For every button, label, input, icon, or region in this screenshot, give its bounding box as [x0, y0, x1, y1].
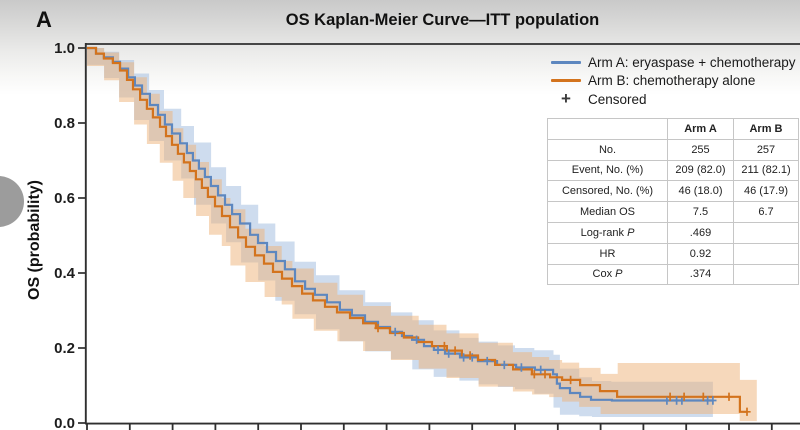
stats-row-label: Cox P: [547, 263, 668, 286]
legend-label-arm-b: Arm B: chemotherapy alone: [588, 73, 756, 89]
stats-value: 46 (17.9): [733, 180, 799, 203]
stats-row-label: Event, No. (%): [547, 159, 668, 182]
km-curve-arm-b: [87, 46, 747, 413]
legend-label-arm-a: Arm A: eryaspase + chemotherapy: [588, 54, 796, 70]
legend-item-censored: + Censored: [551, 90, 795, 109]
censor-marks-arm-a: [391, 327, 717, 405]
y-axis-ticks: [78, 47, 85, 424]
stats-row: Cox P .374: [547, 263, 799, 286]
y-axis-title: OS (probability): [26, 180, 43, 300]
stats-value: 46 (18.0): [667, 180, 734, 203]
stats-header-cell: Arm A: [667, 118, 734, 140]
y-tick-label: 0.4: [54, 265, 76, 282]
stats-value: 6.7: [733, 201, 799, 223]
stats-row: Event, No. (%) 209 (82.0) 211 (82.1): [547, 159, 799, 182]
plot-area: [87, 46, 757, 422]
stats-value: [733, 242, 799, 265]
stats-row: Median OS 7.5 6.7: [547, 201, 799, 223]
ci-band-arm-b: [87, 48, 757, 422]
y-tick-labels: 1.0 0.8 0.6 0.4 0.2 0.0: [54, 40, 76, 430]
stats-row: HR 0.92: [547, 242, 799, 265]
stats-value: .374: [667, 263, 734, 286]
stats-row: No. 255 257: [547, 138, 799, 161]
stats-value: .469: [667, 221, 734, 244]
legend-item-arm-b: Arm B: chemotherapy alone: [551, 72, 795, 91]
chart-title: OS Kaplan-Meier Curve—ITT population: [285, 11, 600, 29]
y-tick-label: 1.0: [54, 40, 75, 57]
stats-value: [733, 263, 799, 286]
legend-item-arm-a: Arm A: eryaspase + chemotherapy: [551, 53, 795, 72]
axes: [84, 43, 800, 425]
stats-row-label: Median OS: [547, 201, 668, 223]
panel-letter: A: [36, 7, 52, 32]
stats-value: 7.5: [667, 201, 734, 223]
stats-value: 209 (82.0): [667, 159, 734, 182]
x-axis-ticks: [86, 423, 773, 430]
stats-row-label: Log-rank P: [547, 221, 668, 244]
statistics-table: Arm A Arm B No. 255 257 Event, No. (%) 209 (82…: [547, 118, 799, 286]
stats-header-cell: [547, 118, 668, 140]
stats-header-row: Arm A Arm B: [547, 118, 799, 140]
arm-b-line-swatch-icon: [551, 79, 581, 83]
stats-value: [733, 221, 799, 244]
y-tick-label: 0.8: [54, 115, 75, 132]
arm-a-line-swatch-icon: [551, 60, 581, 64]
stats-row: Log-rank P .469: [547, 221, 799, 244]
stats-value: 257: [733, 138, 799, 161]
y-tick-label: 0.2: [54, 340, 75, 357]
stats-value: 255: [667, 138, 734, 161]
stats-row-label: HR: [547, 242, 668, 265]
y-tick-label: 0.0: [54, 415, 75, 430]
stats-header-cell: Arm B: [733, 118, 799, 140]
censor-marks-arm-b: [374, 323, 751, 416]
legend-label-censored: Censored: [588, 91, 647, 107]
stats-row-label: No.: [547, 138, 668, 161]
censored-plus-icon: +: [561, 89, 571, 109]
legend: Arm A: eryaspase + chemotherapy Arm B: c…: [551, 53, 795, 109]
stats-row-label: Censored, No. (%): [547, 180, 668, 203]
stats-value: 211 (82.1): [733, 159, 799, 182]
y-tick-label: 0.6: [54, 190, 75, 207]
stats-row: Censored, No. (%) 46 (18.0) 46 (17.9): [547, 180, 799, 203]
km-curve-arm-a: [87, 46, 713, 402]
stats-value: 0.92: [667, 242, 734, 265]
